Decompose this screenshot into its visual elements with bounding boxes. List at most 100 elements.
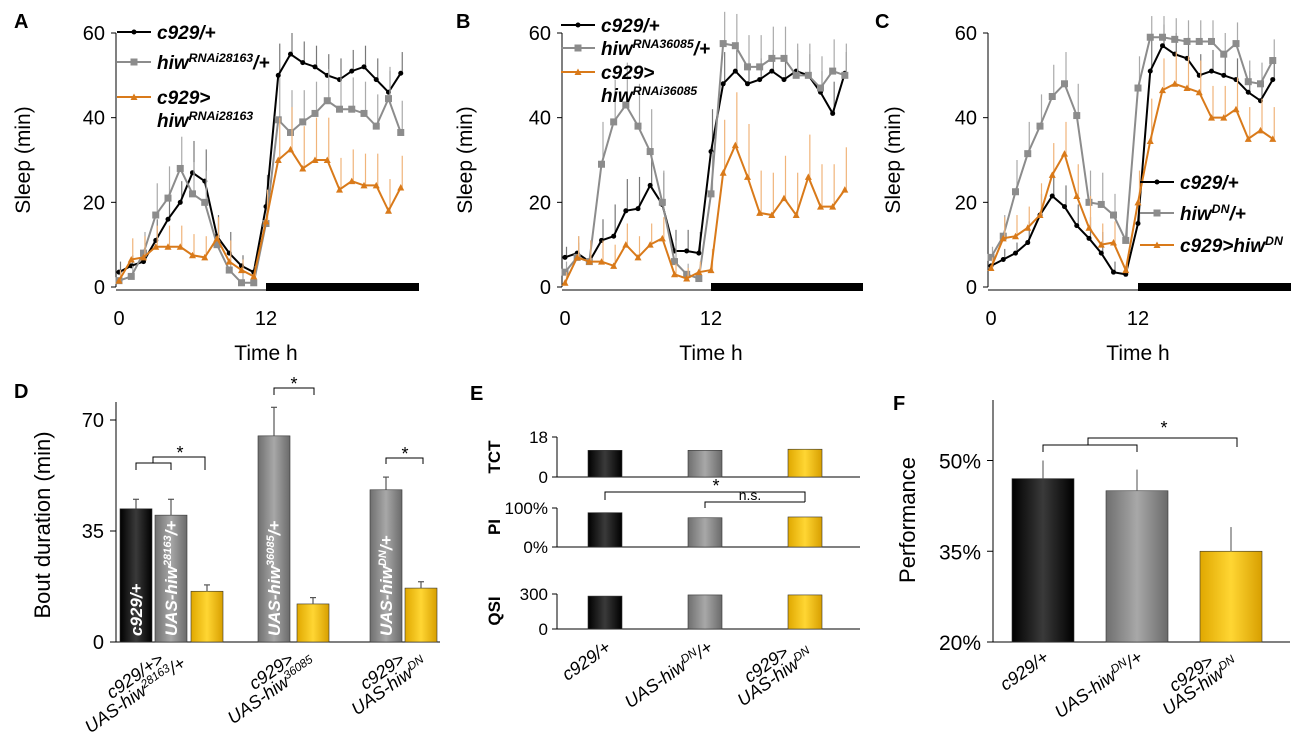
panel-label: C [875, 11, 889, 33]
bar [404, 587, 438, 643]
data-point [1220, 114, 1228, 121]
data-point [1086, 235, 1092, 241]
sig-marker: * [401, 444, 408, 464]
bar [296, 603, 330, 643]
bar [587, 512, 623, 548]
panel-label: F [893, 393, 905, 415]
data-point [1220, 50, 1228, 58]
bar-group-2: UAS-hiw36085/+*c929>UAS-hiw36085 [224, 374, 330, 728]
data-point [262, 217, 270, 225]
data-point [361, 64, 367, 70]
data-point [1097, 241, 1105, 248]
data-point [398, 70, 404, 76]
data-point [1159, 33, 1166, 41]
data-point [1134, 84, 1142, 92]
bar [787, 448, 823, 478]
data-point [177, 199, 183, 205]
y-tick-label: 300 [520, 585, 548, 604]
bar [1011, 478, 1075, 643]
data-point [1183, 37, 1191, 45]
data-point [115, 277, 123, 284]
y-tick-label: 35% [939, 541, 981, 564]
series-3 [561, 92, 849, 286]
bar [119, 508, 153, 643]
data-point [561, 268, 569, 276]
y-tick-label: 0 [966, 277, 977, 299]
data-point [646, 241, 654, 248]
x-tick-label: 12 [1127, 308, 1149, 330]
data-point [635, 206, 641, 212]
data-point [1073, 192, 1081, 199]
data-point [287, 145, 294, 153]
data-point [756, 63, 764, 71]
sig-marker: * [290, 374, 297, 394]
data-point [397, 128, 405, 136]
data-point [1085, 224, 1093, 231]
data-point [622, 241, 630, 248]
panel-d: D 0 35 70 Bout duration (min) c929/+ UAS-hiw28… [14, 374, 440, 737]
data-point [1245, 89, 1251, 95]
data-point [585, 258, 593, 265]
data-point [299, 164, 307, 172]
y-tick-label: 40 [529, 108, 551, 130]
data-point [274, 156, 282, 163]
data-point [757, 77, 763, 83]
data-point [1171, 80, 1179, 87]
data-point [1221, 72, 1227, 78]
y-tick-label: 20 [955, 192, 977, 214]
data-point [768, 211, 776, 219]
data-point [385, 207, 392, 214]
data-point [804, 71, 812, 79]
data-point [804, 173, 812, 180]
data-point [829, 203, 837, 210]
data-point [841, 186, 849, 193]
legend-marker [1153, 241, 1161, 248]
bar [587, 595, 623, 630]
data-point [164, 243, 172, 250]
data-point [1257, 80, 1264, 88]
data-point [201, 253, 209, 261]
data-point [792, 71, 800, 79]
data-point [1122, 266, 1130, 274]
data-point [164, 194, 172, 202]
data-point [152, 211, 160, 219]
data-point [999, 234, 1007, 242]
data-point [634, 253, 642, 261]
data-point [1036, 122, 1044, 130]
data-point [658, 234, 666, 242]
y-tick-label: 60 [83, 23, 105, 45]
data-point [165, 216, 171, 222]
data-point [1025, 240, 1031, 246]
data-point [780, 54, 788, 62]
dark-phase-bar [1138, 283, 1291, 291]
data-point [1209, 68, 1214, 74]
y-tick-label: 0% [523, 538, 548, 557]
data-point [1073, 112, 1081, 120]
data-point [1244, 135, 1252, 142]
legend-label: hiwRNAi28163 [157, 109, 253, 132]
data-point [311, 109, 319, 117]
subplot-qsi: 0 300 QSI [485, 585, 860, 639]
data-point [140, 249, 147, 257]
data-point [1098, 250, 1104, 256]
data-point [781, 77, 787, 83]
data-point [573, 253, 581, 261]
data-point [610, 262, 618, 269]
legend-label: c929> [157, 88, 210, 109]
data-point [250, 272, 258, 280]
data-point [300, 60, 306, 66]
data-point [1012, 232, 1019, 240]
y-tick-label: 60 [529, 23, 551, 45]
data-point [987, 264, 995, 271]
bar [1105, 490, 1169, 643]
sig-marker: * [176, 443, 183, 463]
x-tick-label: 0 [559, 308, 570, 330]
data-point [1195, 37, 1203, 45]
data-point [1208, 37, 1215, 45]
data-point [176, 164, 184, 172]
category-label: c929/+ [996, 647, 1052, 695]
data-point [745, 81, 750, 87]
data-point [348, 177, 356, 185]
legend-label: hiwRNAi36085 [601, 84, 698, 107]
